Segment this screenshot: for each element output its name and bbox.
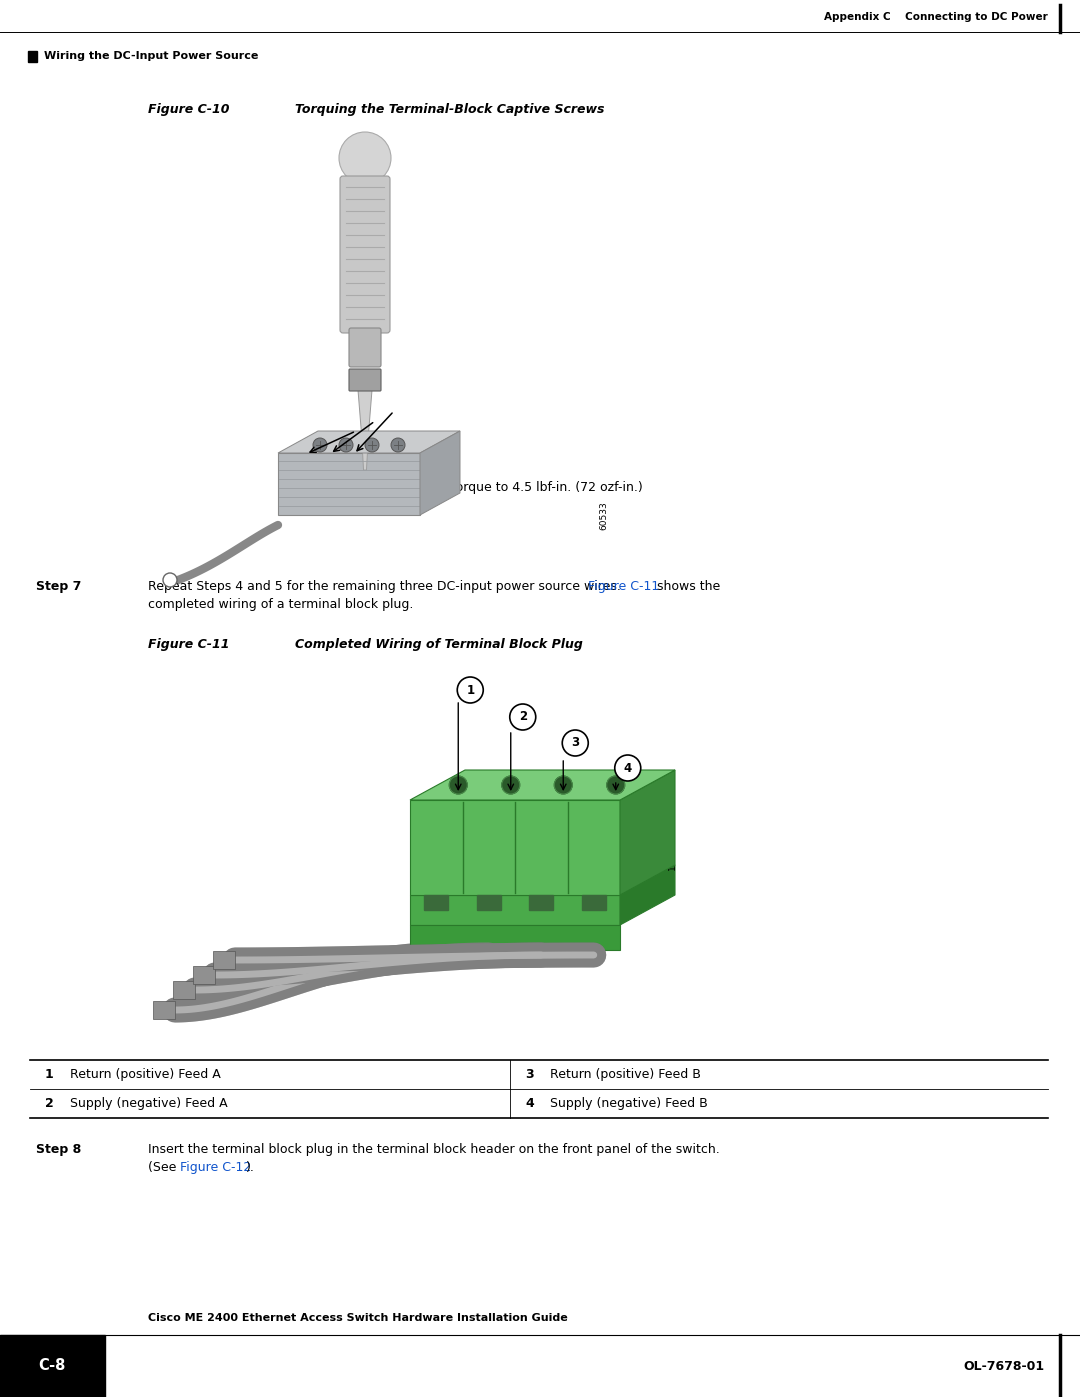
Circle shape <box>449 775 468 793</box>
Text: 60533: 60533 <box>599 502 608 529</box>
Text: Return (positive) Feed B: Return (positive) Feed B <box>550 1067 701 1081</box>
Text: Figure C-10: Figure C-10 <box>148 103 229 116</box>
Polygon shape <box>410 770 675 800</box>
Polygon shape <box>620 865 675 925</box>
FancyBboxPatch shape <box>153 1002 175 1018</box>
Text: 132850: 132850 <box>667 835 676 870</box>
Text: Figure C-11: Figure C-11 <box>148 638 229 651</box>
Polygon shape <box>278 453 420 515</box>
Text: 3: 3 <box>571 736 579 750</box>
Text: Torque to 4.5 lbf-in. (72 ozf-in.): Torque to 4.5 lbf-in. (72 ozf-in.) <box>450 482 643 495</box>
Text: Supply (negative) Feed A: Supply (negative) Feed A <box>70 1097 228 1111</box>
Text: Figure C-11: Figure C-11 <box>588 580 659 592</box>
Polygon shape <box>362 440 368 469</box>
Text: Completed Wiring of Terminal Block Plug: Completed Wiring of Terminal Block Plug <box>295 638 583 651</box>
Circle shape <box>457 678 483 703</box>
Text: 3: 3 <box>525 1067 534 1081</box>
Text: 4: 4 <box>525 1097 534 1111</box>
Circle shape <box>510 704 536 731</box>
Circle shape <box>554 775 572 793</box>
Circle shape <box>339 439 353 453</box>
Text: Figure C-12: Figure C-12 <box>180 1161 252 1173</box>
Polygon shape <box>410 800 620 895</box>
FancyBboxPatch shape <box>529 895 553 909</box>
FancyBboxPatch shape <box>213 951 235 970</box>
Text: shows the: shows the <box>653 580 720 592</box>
Polygon shape <box>620 770 675 895</box>
Text: Return (positive) Feed A: Return (positive) Feed A <box>70 1067 220 1081</box>
Text: Step 8: Step 8 <box>36 1143 81 1155</box>
Text: Insert the terminal block plug in the terminal block header on the front panel o: Insert the terminal block plug in the te… <box>148 1143 719 1155</box>
Circle shape <box>391 439 405 453</box>
FancyBboxPatch shape <box>349 328 381 367</box>
Text: 2: 2 <box>518 711 527 724</box>
FancyBboxPatch shape <box>582 895 606 909</box>
Text: 1: 1 <box>467 683 474 697</box>
Text: 1: 1 <box>45 1067 54 1081</box>
Circle shape <box>607 775 624 793</box>
Text: 4: 4 <box>623 761 632 774</box>
Polygon shape <box>420 432 460 515</box>
Bar <box>28 52 37 61</box>
FancyBboxPatch shape <box>424 895 448 909</box>
FancyBboxPatch shape <box>349 369 381 391</box>
FancyBboxPatch shape <box>476 895 501 909</box>
Text: Supply (negative) Feed B: Supply (negative) Feed B <box>550 1097 707 1111</box>
Polygon shape <box>410 895 620 925</box>
Text: Appendix C    Connecting to DC Power: Appendix C Connecting to DC Power <box>824 13 1048 22</box>
FancyBboxPatch shape <box>340 176 390 332</box>
Text: Torquing the Terminal-Block Captive Screws: Torquing the Terminal-Block Captive Scre… <box>295 103 605 116</box>
Bar <box>0 1336 105 1397</box>
Polygon shape <box>357 390 372 440</box>
FancyBboxPatch shape <box>173 981 195 999</box>
Text: Cisco ME 2400 Ethernet Access Switch Hardware Installation Guide: Cisco ME 2400 Ethernet Access Switch Har… <box>148 1313 568 1323</box>
FancyBboxPatch shape <box>193 965 215 983</box>
Circle shape <box>163 573 177 587</box>
Circle shape <box>365 439 379 453</box>
Text: completed wiring of a terminal block plug.: completed wiring of a terminal block plu… <box>148 598 414 610</box>
Circle shape <box>502 775 519 793</box>
Text: Wiring the DC-Input Power Source: Wiring the DC-Input Power Source <box>44 52 258 61</box>
Polygon shape <box>278 432 460 453</box>
Text: (See: (See <box>148 1161 180 1173</box>
Text: Repeat Steps 4 and 5 for the remaining three DC-input power source wires.: Repeat Steps 4 and 5 for the remaining t… <box>148 580 625 592</box>
Text: C-8: C-8 <box>38 1358 66 1373</box>
Circle shape <box>615 754 640 781</box>
Circle shape <box>313 439 327 453</box>
Text: ).: ). <box>246 1161 255 1173</box>
Polygon shape <box>410 925 620 950</box>
Text: OL-7678-01: OL-7678-01 <box>963 1359 1045 1372</box>
Text: 2: 2 <box>45 1097 54 1111</box>
Circle shape <box>339 131 391 184</box>
Circle shape <box>563 731 589 756</box>
Text: Step 7: Step 7 <box>36 580 81 592</box>
